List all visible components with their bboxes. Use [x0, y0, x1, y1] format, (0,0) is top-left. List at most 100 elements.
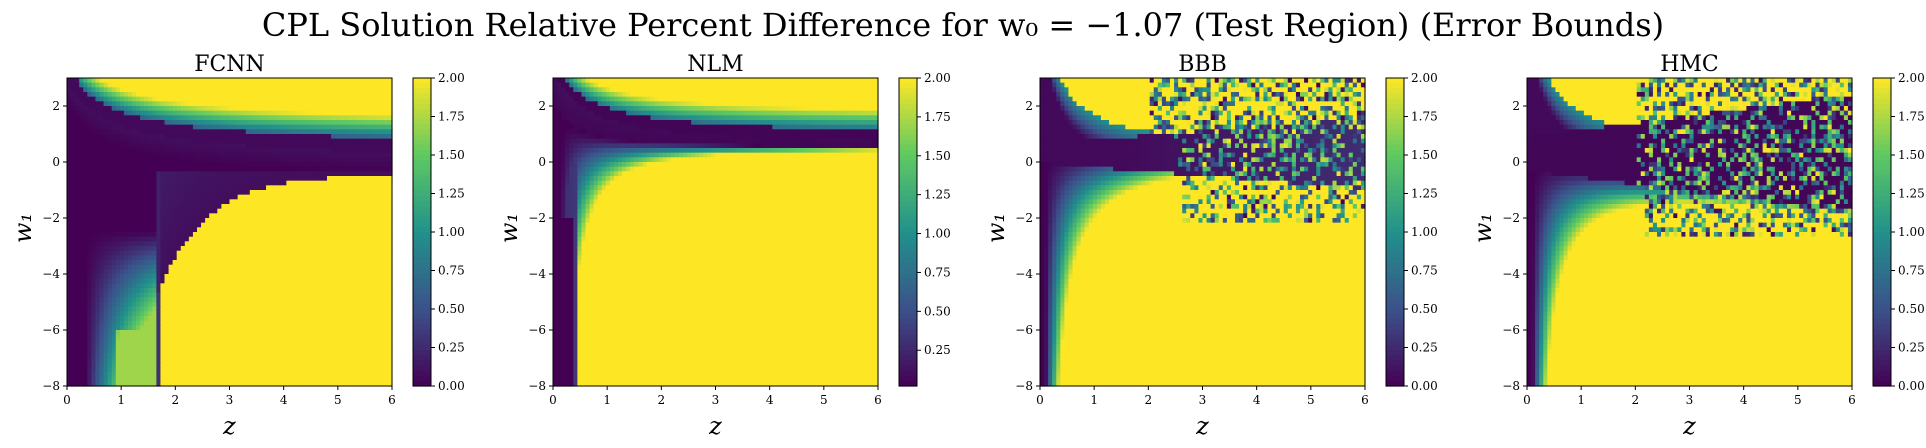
heatmap-cell: [266, 134, 271, 140]
heatmap-cell: [140, 367, 145, 373]
heatmap-cell: [286, 101, 292, 107]
heatmap-cell: [290, 134, 296, 140]
heatmap-cell: [355, 292, 361, 298]
heatmap-cell: [278, 138, 283, 144]
heatmap-cell: [327, 101, 332, 107]
heatmap-cell: [371, 92, 377, 98]
heatmap-cell: [282, 106, 287, 112]
heatmap-cell: [148, 241, 153, 247]
heatmap-cell: [115, 115, 121, 121]
heatmap-cell: [266, 274, 271, 280]
heatmap-cell: [103, 166, 109, 172]
heatmap-cell: [237, 283, 243, 289]
heatmap-cell: [367, 199, 373, 205]
heatmap-cell: [322, 348, 328, 354]
heatmap-cell: [266, 246, 271, 252]
heatmap-cell: [180, 241, 186, 247]
heatmap-cell: [132, 297, 137, 303]
heatmap-cell: [327, 246, 332, 252]
heatmap-cell: [278, 106, 283, 112]
heatmap-cell: [359, 115, 365, 121]
heatmap-cell: [184, 339, 190, 345]
heatmap-cell: [249, 283, 255, 289]
heatmap-cell: [286, 204, 292, 210]
heatmap-cell: [99, 185, 105, 191]
heatmap-cell: [233, 87, 239, 93]
heatmap-cell: [160, 222, 166, 228]
heatmap-cell: [274, 152, 279, 158]
heatmap-cell: [71, 96, 76, 102]
heatmap-cell: [266, 143, 271, 149]
heatmap-cell: [310, 278, 316, 284]
heatmap-cell: [107, 246, 113, 252]
heatmap-cell: [107, 311, 113, 317]
heatmap-cell: [383, 269, 389, 275]
heatmap-cell: [375, 92, 381, 98]
heatmap-cell: [115, 260, 121, 266]
heatmap-cell: [75, 320, 80, 326]
heatmap-cell: [318, 302, 324, 308]
heatmap-cell: [310, 194, 316, 200]
heatmap-cell: [282, 124, 287, 130]
heatmap-cell: [318, 124, 324, 130]
heatmap-cell: [335, 78, 340, 84]
heatmap-cell: [229, 152, 235, 158]
heatmap-cell: [99, 124, 105, 130]
heatmap-cell: [127, 166, 133, 172]
heatmap-cell: [144, 311, 149, 317]
heatmap-cell: [164, 311, 170, 317]
heatmap-cell: [225, 199, 231, 205]
heatmap-cell: [322, 292, 328, 298]
heatmap-cell: [322, 306, 328, 312]
heatmap-cell: [257, 236, 263, 242]
heatmap-cell: [172, 232, 178, 238]
heatmap-cell: [188, 82, 194, 88]
heatmap-cell: [140, 152, 145, 158]
heatmap-cell: [197, 124, 202, 130]
heatmap-cell: [209, 162, 214, 168]
heatmap-cell: [237, 311, 243, 317]
heatmap-cell: [290, 143, 296, 149]
heatmap-cell: [217, 199, 222, 205]
heatmap-cell: [209, 288, 214, 294]
heatmap-cell: [67, 348, 72, 354]
heatmap-cell: [327, 292, 332, 298]
heatmap-cell: [132, 115, 137, 121]
heatmap-cell: [262, 148, 267, 154]
heatmap-cell: [314, 292, 320, 298]
heatmap-cell: [164, 162, 170, 168]
heatmap-cell: [132, 199, 137, 205]
heatmap-cell: [160, 255, 166, 261]
heatmap-cell: [270, 180, 275, 186]
heatmap-cell: [241, 120, 247, 126]
heatmap-cell: [257, 255, 263, 261]
heatmap-cell: [201, 157, 206, 163]
heatmap-cell: [363, 87, 369, 93]
heatmap-cell: [335, 92, 340, 98]
heatmap-cell: [335, 218, 340, 224]
heatmap-cell: [294, 246, 300, 252]
heatmap-cell: [119, 222, 125, 228]
heatmap-cell: [201, 362, 206, 368]
heatmap-cell: [221, 320, 227, 326]
heatmap-cell: [298, 288, 304, 294]
heatmap-cell: [339, 288, 344, 294]
heatmap-cell: [290, 157, 296, 163]
heatmap-cell: [201, 124, 206, 130]
heatmap-cell: [387, 241, 393, 247]
heatmap-cell: [262, 87, 267, 93]
heatmap-cell: [136, 218, 141, 224]
heatmap-cell: [140, 320, 145, 326]
heatmap-cell: [205, 171, 210, 177]
heatmap-cell: [156, 171, 162, 177]
heatmap-cell: [87, 302, 92, 308]
heatmap-cell: [188, 334, 194, 340]
heatmap-cell: [367, 204, 373, 210]
heatmap-cell: [205, 199, 210, 205]
heatmap-cell: [115, 334, 121, 340]
heatmap-cell: [278, 96, 283, 102]
heatmap-cell: [197, 264, 202, 270]
heatmap-cell: [172, 194, 178, 200]
heatmap-cell: [119, 311, 125, 317]
